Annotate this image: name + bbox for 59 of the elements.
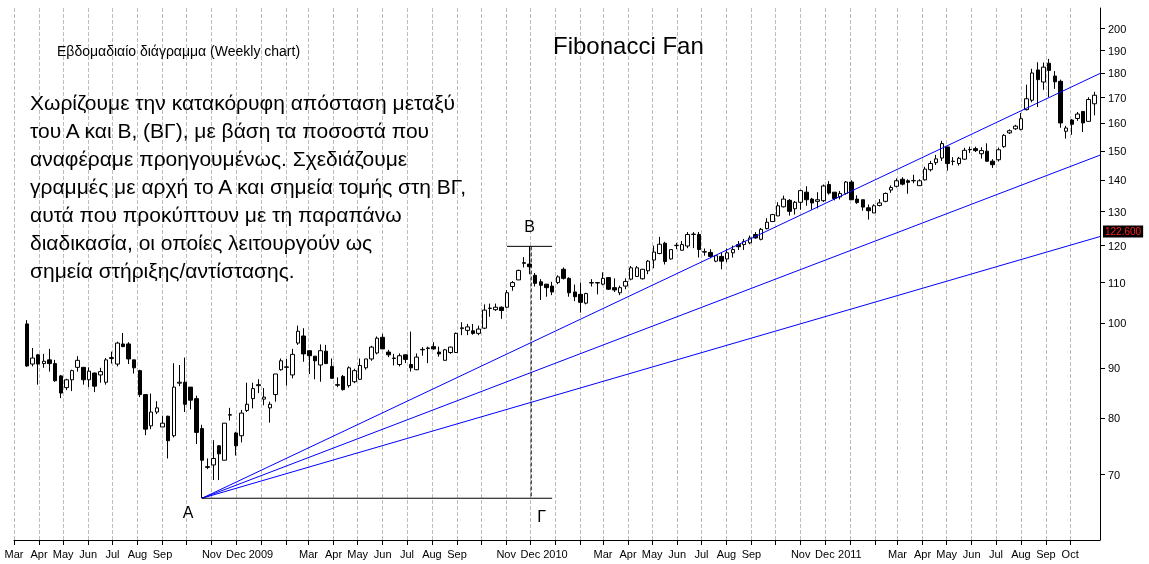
x-tick-label: Sep (447, 547, 467, 560)
y-tick-label: 160 (1108, 117, 1127, 130)
x-tick-label: Jun (79, 547, 98, 560)
x-tick-label: Aug (716, 547, 737, 560)
y-tick-label: 110 (1108, 276, 1126, 289)
x-tick-label: Jul (694, 547, 709, 560)
x-tick-label: Nov (201, 547, 222, 560)
x-tick-label: Nov (790, 547, 811, 560)
x-tick-label: Aug (1011, 547, 1031, 560)
x-tick-label: Jun (962, 547, 981, 560)
x-tick-label: Mar (299, 547, 319, 560)
x-tick-label: Aug (422, 547, 442, 560)
y-tick-label: 70 (1108, 468, 1121, 481)
x-tick-label: 2011 (838, 547, 862, 560)
text: Εβδομαδιαίο διάγραμμα (Weekly chart) (57, 43, 301, 59)
x-tick-label: Apr (619, 547, 637, 560)
x-tick-label: Jul (105, 547, 120, 560)
x-tick-label: Apr (30, 547, 48, 560)
x-tick-label: Jul (988, 547, 1003, 560)
x-tick-label: Mar (4, 547, 24, 560)
x-tick-label: May (52, 547, 75, 560)
x-tick-label: 2009 (248, 547, 274, 560)
x-tick-label: 2010 (543, 547, 568, 560)
x-tick-label: Nov (496, 547, 517, 560)
x-tick-label: May (347, 547, 369, 560)
annotation: Γ (537, 507, 547, 525)
y-tick-label: 180 (1108, 67, 1127, 80)
y-tick-label: 120 (1108, 239, 1127, 252)
x-tick-label: Jun (668, 547, 687, 560)
y-tick-label: 140 (1108, 174, 1127, 187)
text: Fibonacci Fan (553, 31, 704, 59)
y-tick-label: 100 (1108, 317, 1127, 330)
y-tick-label: 200 (1108, 22, 1127, 35)
y-tick-label: 90 (1108, 361, 1121, 374)
annotation: 122.600 (1105, 226, 1142, 238)
x-tick-label: Mar (888, 547, 908, 560)
annotation: B (524, 217, 535, 235)
x-tick-label: Sep (1036, 547, 1056, 560)
annotation: A (182, 503, 194, 521)
x-tick-label: Dec (815, 547, 836, 560)
y-tick-label: 190 (1108, 44, 1127, 57)
x-tick-label: Sep (152, 547, 173, 560)
y-tick-label: 130 (1108, 205, 1127, 218)
x-tick-label: Oct (1061, 547, 1079, 560)
x-tick-label: Apr (913, 547, 932, 560)
x-tick-label: Sep (741, 547, 762, 560)
y-tick-label: 170 (1108, 91, 1127, 104)
x-tick-label: Jun (373, 547, 392, 560)
x-tick-label: Apr (324, 547, 343, 560)
x-tick-label: Dec (226, 547, 247, 560)
x-tick-label: Dec (520, 547, 541, 560)
y-tick-label: 80 (1108, 411, 1121, 424)
x-tick-label: May (936, 547, 958, 560)
x-tick-label: Jul (399, 547, 414, 560)
x-tick-label: May (641, 547, 664, 560)
annotation: Χωρίζουμε την κατακόρυφη απόσταση μεταξύ του Α και Β, (ΒΓ), με βάση τα ποσοστά που αναφέραμε προηγουμένως. Σχεδιάζουμε γραμμές με αρχή το Α και σημεία τομής στη ΒΓ, αυτά που προκύπτουν με τη παραπάνω διαδικασία, οι οποίες λειτουργούν ως σημεία στήριξης/αντίστασης. (30, 90, 472, 282)
x-tick-label: Mar (593, 547, 613, 560)
x-tick-label: Aug (127, 547, 148, 560)
y-tick-label: 150 (1108, 144, 1127, 157)
